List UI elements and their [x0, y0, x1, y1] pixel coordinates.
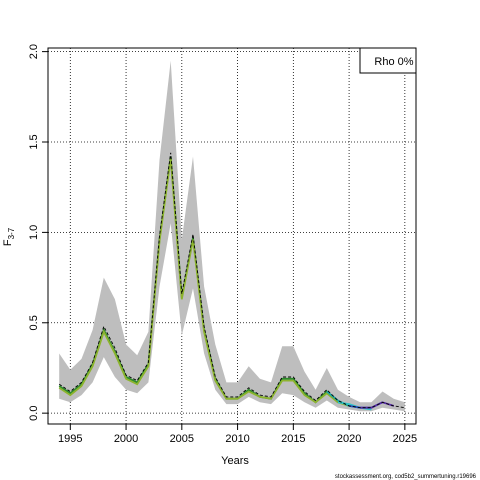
- retro-lines: [58, 156, 394, 411]
- grid-lines: [48, 48, 416, 424]
- x-axis-title: Years: [221, 455, 249, 467]
- legend-box: [359, 47, 417, 74]
- x-axis: 1995 2000 2005 2010 2015 2020 2025: [58, 423, 417, 445]
- y-axis-title: F3-7: [2, 227, 16, 246]
- y-axis-title-subscript: 3-7: [7, 227, 16, 239]
- x-tick-label: 1995: [58, 433, 82, 445]
- x-tick-label: 2010: [225, 433, 249, 445]
- y-tick-label: 0.5: [28, 315, 40, 330]
- y-axis-title-main: F: [2, 239, 14, 246]
- retro-line-2: [58, 158, 350, 407]
- credit-text: stockassessment.org, cod5b2_summertuning…: [335, 474, 477, 480]
- y-tick-label-group: 0.5: [28, 315, 40, 330]
- y-tick-label-group: 2.0: [28, 44, 40, 59]
- confidence-band: [59, 60, 405, 412]
- x-tick-label: 2015: [281, 433, 305, 445]
- svg-text:F3-7: F3-7: [2, 227, 16, 246]
- x-tick-label: 2020: [337, 433, 361, 445]
- legend: Rho 0%: [359, 47, 417, 74]
- y-tick-label: 1.5: [28, 134, 40, 149]
- y-tick-label-group: 0.0: [28, 406, 40, 421]
- y-axis: 0.0 0.5 1.0 1.5 2.0: [28, 44, 49, 421]
- x-tick-label: 2005: [170, 433, 194, 445]
- confidence-band-area: [59, 60, 405, 412]
- y-tick-label-group: 1.0: [28, 225, 40, 240]
- legend-label: Rho 0%: [374, 56, 413, 68]
- y-tick-label: 1.0: [28, 225, 40, 240]
- plot-frame: [47, 47, 417, 425]
- x-tick-label: 2000: [114, 433, 138, 445]
- y-tick-label-group: 1.5: [28, 134, 40, 149]
- y-tick-label: 2.0: [28, 44, 40, 59]
- estimate-series: [58, 152, 405, 409]
- estimate-line: [58, 152, 405, 409]
- x-tick-label: 2025: [393, 433, 417, 445]
- y-tick-label: 0.0: [28, 406, 40, 421]
